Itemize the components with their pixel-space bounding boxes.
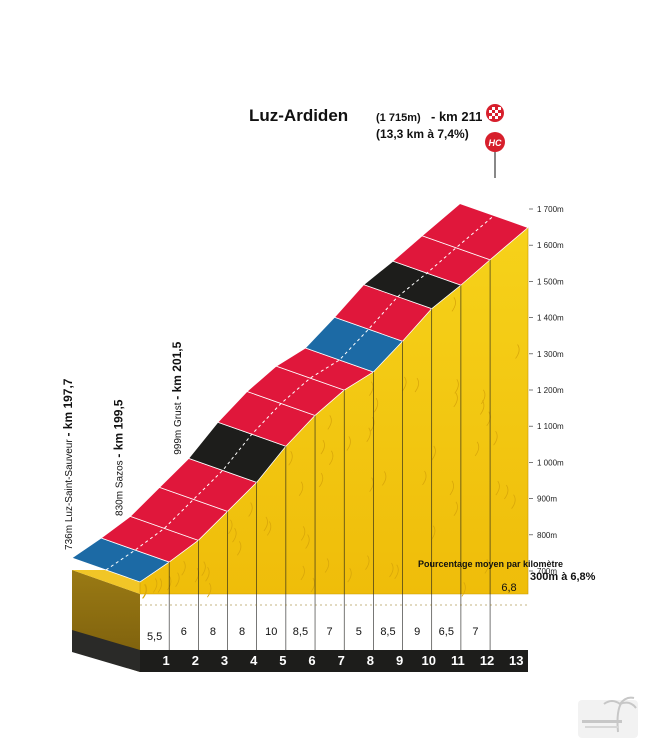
- gradient-label: 10: [265, 626, 277, 638]
- waypoint-name: 830m Sazos: [115, 458, 126, 516]
- waypoint-name: 736m Luz-Saint-Sauveur: [64, 437, 75, 550]
- km-label: 4: [250, 653, 258, 668]
- km-label: 12: [480, 653, 494, 668]
- y-tick-label: 1 100m: [537, 422, 564, 431]
- y-tick-label: 1 300m: [537, 350, 564, 359]
- km-label: 1: [163, 653, 170, 668]
- km-label: 5: [279, 653, 286, 668]
- km-label: 9: [396, 653, 403, 668]
- gradient-label: 6,5: [439, 626, 454, 638]
- y-tick-label: 1 200m: [537, 386, 564, 395]
- y-tick-label: 1 700m: [537, 205, 564, 214]
- km-label: 6: [308, 653, 315, 668]
- y-tick-label: 1 500m: [537, 277, 564, 286]
- gradient-label: 7: [327, 626, 333, 638]
- y-axis: 700m800m900m1 000m1 100m1 200m1 300m1 40…: [529, 205, 564, 576]
- waypoint-label: 736m Luz-Saint-Sauveur - km 197,7: [61, 378, 75, 550]
- km-label: 3: [221, 653, 228, 668]
- waypoint-label: 830m Sazos - km 199,5: [112, 399, 126, 516]
- km-label: 8: [367, 653, 374, 668]
- waypoint-km: - km 201,5: [170, 341, 184, 399]
- km-label: 7: [338, 653, 345, 668]
- category-badge-label: HC: [489, 138, 502, 148]
- gradient-caption: Pourcentage moyen par kilomètre: [418, 559, 563, 569]
- waypoint-km: - km 199,5: [112, 399, 126, 457]
- gradient-label: 8,5: [293, 626, 308, 638]
- finish-flag-icon: [486, 104, 504, 122]
- gradient-label: 9: [414, 626, 420, 638]
- summit-name: Luz-Ardiden: [249, 106, 348, 125]
- gradient-label: 6,8: [501, 582, 516, 594]
- gradient-label: 8,5: [380, 626, 395, 638]
- waypoint-label: 999m Grust - km 201,5: [170, 341, 184, 454]
- km-label: 11: [451, 653, 465, 668]
- gradient-label: 5,5: [147, 631, 162, 643]
- y-tick-label: 1 000m: [537, 458, 564, 467]
- gradient-label: 7: [472, 626, 478, 638]
- summit-header: Luz-Ardiden (1 715m) - km 211 (13,3 km à…: [249, 104, 505, 178]
- y-tick-label: 900m: [537, 495, 557, 504]
- waypoint-km: - km 197,7: [61, 378, 75, 436]
- final-gradient-note: 300m à 6,8%: [530, 571, 596, 583]
- y-tick-label: 1 600m: [537, 241, 564, 250]
- km-label: 10: [421, 653, 435, 668]
- km-label: 13: [509, 653, 523, 668]
- gradient-label: 5: [356, 626, 362, 638]
- km-label: 2: [192, 653, 199, 668]
- palm-logo-watermark: [578, 698, 638, 738]
- summit-km: - km 211: [431, 109, 482, 124]
- gradient-label: 6: [181, 626, 187, 638]
- gradient-label: 8: [239, 626, 245, 638]
- y-tick-label: 800m: [537, 531, 557, 540]
- summit-altitude: (1 715m): [376, 112, 421, 124]
- waypoint-name: 999m Grust: [173, 400, 184, 455]
- y-tick-label: 1 400m: [537, 314, 564, 323]
- summit-detail: (13,3 km à 7,4%): [376, 127, 469, 141]
- gradient-label: 8: [210, 626, 216, 638]
